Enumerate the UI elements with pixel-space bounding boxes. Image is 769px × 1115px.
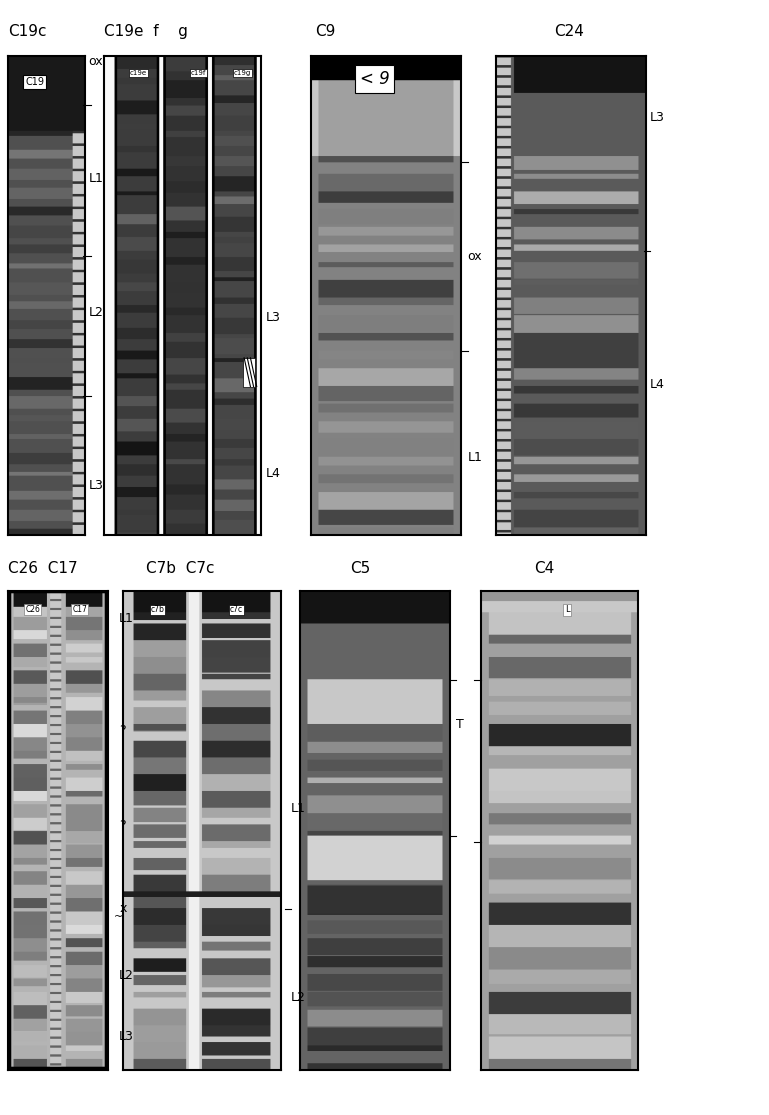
Text: C7b  C7c: C7b C7c <box>146 562 215 576</box>
Text: L3: L3 <box>650 110 664 124</box>
Text: C26: C26 <box>25 605 40 614</box>
Text: L2: L2 <box>119 969 134 982</box>
Text: C4: C4 <box>534 562 554 576</box>
Text: C24: C24 <box>554 25 584 39</box>
Text: c7c: c7c <box>230 605 243 614</box>
Text: < 9: < 9 <box>360 70 389 88</box>
Text: C17: C17 <box>72 605 87 614</box>
Text: L2: L2 <box>291 991 305 1005</box>
Text: L1: L1 <box>291 802 305 815</box>
Text: C19e  f    g: C19e f g <box>104 25 188 39</box>
Text: c19e: c19e <box>130 70 147 76</box>
Text: L3: L3 <box>265 311 280 324</box>
Text: ~: ~ <box>114 912 123 921</box>
Text: C19c: C19c <box>8 25 46 39</box>
Text: L4: L4 <box>650 378 664 391</box>
Text: C19: C19 <box>25 77 44 87</box>
Text: C5: C5 <box>350 562 370 576</box>
Text: L1: L1 <box>468 450 482 464</box>
Text: x: x <box>119 902 127 915</box>
FancyBboxPatch shape <box>242 358 255 387</box>
Text: ox: ox <box>88 55 103 68</box>
Text: L3: L3 <box>88 478 103 492</box>
Text: L1: L1 <box>88 172 103 185</box>
Text: ?: ? <box>119 724 126 737</box>
Text: C26  C17: C26 C17 <box>8 562 78 576</box>
Text: C9: C9 <box>315 25 335 39</box>
Text: ox: ox <box>468 250 482 263</box>
Text: c19f: c19f <box>191 70 206 76</box>
Text: L4: L4 <box>265 467 280 481</box>
Text: L1: L1 <box>119 612 134 626</box>
Text: T: T <box>456 718 464 731</box>
Text: L: L <box>565 605 570 614</box>
Text: c19g: c19g <box>234 70 251 76</box>
Text: L2: L2 <box>88 306 103 319</box>
Text: L3: L3 <box>119 1030 134 1044</box>
Text: c7b: c7b <box>151 605 165 614</box>
Text: ?: ? <box>119 818 126 832</box>
